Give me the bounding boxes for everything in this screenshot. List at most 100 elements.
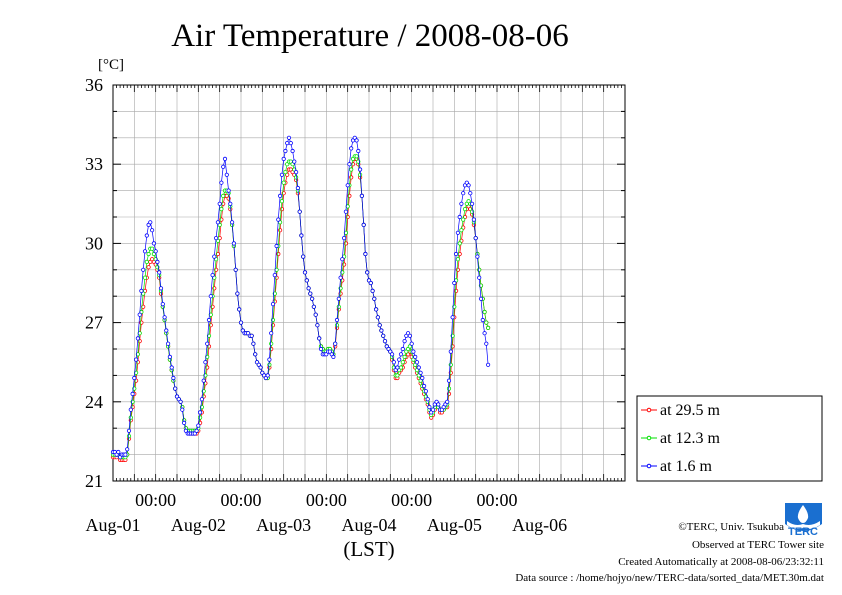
copyright-text: ©TERC, Univ. Tsukuba xyxy=(678,521,784,533)
data-point xyxy=(224,172,229,177)
data-point xyxy=(484,341,489,346)
data-point xyxy=(363,251,368,257)
data-point xyxy=(311,304,316,309)
data-point xyxy=(134,370,139,375)
data-point xyxy=(164,328,169,333)
observed-site-text: Observed at TERC Tower site xyxy=(691,539,824,551)
data-point xyxy=(128,407,133,412)
data-point xyxy=(141,267,146,272)
y-tick-label: 24 xyxy=(85,392,103,412)
data-point xyxy=(397,357,402,362)
data-point xyxy=(359,193,364,198)
day-label: Aug-02 xyxy=(171,515,226,535)
data-point xyxy=(469,201,475,206)
data-point xyxy=(182,420,187,425)
data-point xyxy=(281,156,286,161)
legend-label-12-3m: at 12.3 m xyxy=(660,430,721,447)
data-point xyxy=(413,354,418,359)
data-point xyxy=(288,141,293,146)
data-point xyxy=(427,404,432,410)
data-point xyxy=(221,193,226,198)
data-point xyxy=(418,370,423,375)
data-point xyxy=(445,399,450,404)
data-point xyxy=(230,220,235,225)
data-point xyxy=(139,288,144,293)
data-point xyxy=(212,254,217,259)
legend-item-1-6m: at 1.6 m xyxy=(641,458,713,475)
data-point xyxy=(226,188,231,193)
axis-ticks xyxy=(112,84,626,482)
data-point xyxy=(142,275,148,280)
data-point xyxy=(336,296,341,301)
data-point xyxy=(466,183,471,188)
data-point xyxy=(210,272,215,278)
data-point xyxy=(169,365,174,370)
data-point xyxy=(215,251,220,257)
data-point xyxy=(461,191,466,196)
data-point xyxy=(304,278,309,283)
data-point xyxy=(461,217,466,222)
data-point xyxy=(292,159,297,164)
logo-text: TERC xyxy=(788,526,818,538)
data-point xyxy=(158,286,164,291)
data-point xyxy=(269,331,274,336)
legend-label-1-6m: at 1.6 m xyxy=(660,458,713,475)
data-point xyxy=(462,207,468,212)
data-point xyxy=(290,148,295,154)
series-group xyxy=(110,135,491,462)
data-point xyxy=(157,270,162,275)
tick-labels: 21 24 27 30 33 36 00:00 00:00 00:00 00:00 00:00 Aug… xyxy=(85,75,567,535)
x-tick-label: 00:00 xyxy=(476,490,517,510)
legend: at 29.5 m at 12.3 m at 1.6 m xyxy=(636,395,823,482)
data-point xyxy=(477,267,482,272)
data-point xyxy=(293,170,299,175)
y-tick-label: 30 xyxy=(85,233,103,253)
data-point xyxy=(162,315,167,320)
data-point xyxy=(201,378,206,383)
data-point xyxy=(475,254,480,259)
data-point xyxy=(279,172,284,177)
data-point xyxy=(141,304,146,309)
data-point xyxy=(132,375,137,381)
data-point xyxy=(283,148,288,154)
data-point xyxy=(222,156,228,161)
data-point xyxy=(166,341,171,346)
data-source-path: Data source : /home/hojyo/new/TERC-data/… xyxy=(515,572,824,584)
data-point xyxy=(448,349,453,354)
data-point xyxy=(455,257,460,262)
y-tick-label: 33 xyxy=(85,154,103,174)
data-point xyxy=(251,341,256,346)
data-point xyxy=(267,357,272,362)
data-point xyxy=(116,449,121,455)
data-point xyxy=(478,296,484,301)
data-point xyxy=(221,164,226,169)
data-point xyxy=(373,307,379,312)
series-2 xyxy=(110,135,491,460)
data-point xyxy=(409,341,414,346)
data-point xyxy=(382,338,388,344)
data-point xyxy=(238,320,244,325)
data-point xyxy=(285,141,290,146)
data-point xyxy=(480,317,485,323)
data-point xyxy=(150,228,155,233)
data-point xyxy=(126,433,132,439)
data-point xyxy=(217,201,222,206)
data-point xyxy=(459,201,464,206)
data-point xyxy=(345,183,350,188)
data-point xyxy=(249,333,254,338)
data-point xyxy=(423,389,428,394)
y-axis-unit: [°C] xyxy=(98,57,124,73)
data-point xyxy=(150,246,155,251)
data-point xyxy=(144,259,149,264)
day-label: Aug-05 xyxy=(427,515,482,535)
terc-logo-icon: TERC xyxy=(785,503,822,538)
data-point xyxy=(459,228,464,233)
data-point xyxy=(340,257,345,262)
data-point xyxy=(485,362,491,367)
data-point xyxy=(309,296,315,301)
data-point xyxy=(389,352,395,357)
data-point xyxy=(196,423,201,428)
data-point xyxy=(276,251,281,257)
created-timestamp: Created Automatically at 2008-08-06/23:3… xyxy=(618,556,824,568)
